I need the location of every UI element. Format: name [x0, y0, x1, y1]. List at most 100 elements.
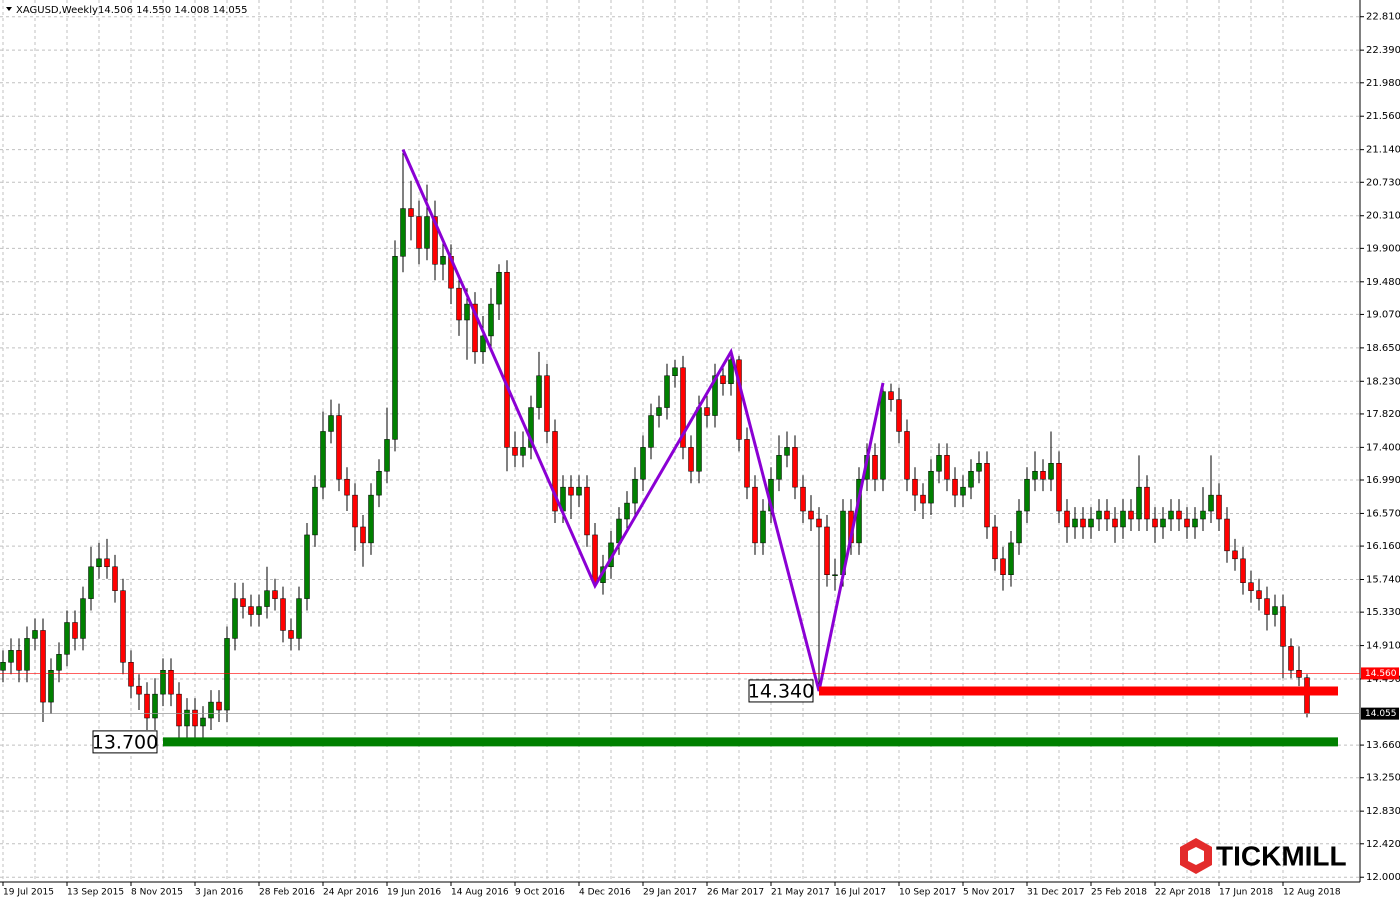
x-tick-label: 13 Sep 2015	[67, 888, 124, 898]
x-tick-label: 19 Jul 2015	[3, 888, 54, 898]
candle-body	[456, 287, 462, 321]
candle-body	[1032, 470, 1038, 480]
candle-body	[0, 662, 6, 671]
x-tick-label: 8 Nov 2015	[131, 888, 183, 898]
candle-body	[1280, 606, 1286, 647]
candle-body	[152, 693, 158, 719]
candle-body	[96, 558, 102, 568]
candle-body	[272, 590, 278, 599]
chart-subtitle: 14.506 14.550 14.008 14.055	[98, 5, 248, 16]
candle-body	[496, 271, 502, 305]
y-tick-label: 18.230	[1366, 376, 1400, 387]
candle-body	[1168, 510, 1174, 520]
candle-body	[432, 216, 438, 265]
candle-body	[832, 574, 838, 576]
candle-body	[808, 510, 814, 520]
x-tick-label: 14 Aug 2016	[451, 888, 509, 898]
candle-body	[1080, 518, 1086, 528]
candle-body	[920, 494, 926, 504]
x-tick-label: 10 Sep 2017	[899, 888, 956, 898]
y-tick-label: 12.830	[1366, 806, 1400, 817]
x-tick-label: 9 Oct 2016	[515, 888, 565, 898]
candle-body	[776, 455, 782, 480]
y-tick-label: 17.400	[1366, 442, 1400, 453]
y-tick-label: 14.910	[1366, 641, 1400, 652]
candle-body	[32, 630, 38, 639]
candle-body	[88, 566, 94, 599]
y-tick-label: 19.070	[1366, 309, 1400, 320]
candle-body	[1072, 518, 1078, 528]
candle-body	[472, 303, 478, 353]
candle-body	[696, 407, 702, 472]
candle-body	[328, 415, 334, 432]
x-tick-label: 21 May 2017	[771, 888, 830, 898]
candle-body	[512, 447, 518, 456]
candle-body	[112, 566, 118, 591]
x-tick-label: 28 Feb 2016	[259, 888, 315, 898]
candle-body	[752, 486, 758, 544]
candle-body	[744, 439, 750, 488]
x-tick-label: 19 Jun 2016	[387, 888, 441, 898]
candle-body	[320, 431, 326, 488]
y-tick-label: 22.810	[1366, 12, 1400, 23]
candle-body	[128, 662, 134, 687]
candle-body	[1256, 590, 1262, 599]
candle-body	[224, 638, 230, 711]
candle-body	[800, 486, 806, 512]
y-tick-label: 13.250	[1366, 773, 1400, 784]
candle-body	[48, 670, 54, 703]
candle-body	[568, 486, 574, 496]
candle-body	[624, 502, 630, 520]
candle-body	[1232, 550, 1238, 560]
y-tick-label: 12.420	[1366, 839, 1400, 850]
candle-body	[680, 367, 686, 448]
candle-body	[184, 709, 190, 727]
candle-body	[248, 606, 254, 615]
candle-body	[376, 470, 382, 496]
candle-body	[784, 447, 790, 456]
candle-body	[176, 693, 182, 727]
candle-body	[904, 431, 910, 480]
candle-body	[208, 701, 214, 719]
candle-body	[688, 447, 694, 472]
x-tick-label: 4 Dec 2016	[579, 888, 631, 898]
candle-body	[1128, 510, 1134, 520]
candle-body	[952, 478, 958, 496]
candle-body	[312, 486, 318, 536]
x-tick-label: 17 Jun 2018	[1219, 888, 1273, 898]
price-label-box	[1361, 707, 1399, 720]
candle-body	[576, 486, 582, 496]
candle-body	[936, 455, 942, 472]
candle-body	[256, 606, 262, 615]
y-tick-label: 16.160	[1366, 541, 1400, 552]
y-tick-label: 14.490	[1366, 674, 1400, 685]
x-tick-label: 26 Mar 2017	[707, 888, 764, 898]
candle-body	[944, 455, 950, 480]
candle-body	[896, 399, 902, 432]
candle-body	[992, 526, 998, 560]
candle-body	[520, 447, 526, 456]
candle-body	[912, 478, 918, 496]
x-tick-label: 22 Apr 2018	[1155, 888, 1211, 898]
y-tick-label: 13.660	[1366, 740, 1400, 751]
x-tick-label: 31 Dec 2017	[1027, 888, 1085, 898]
candle-body	[352, 494, 358, 528]
y-tick-label: 22.390	[1366, 45, 1400, 56]
y-tick-label: 20.730	[1366, 177, 1400, 188]
candle-body	[192, 709, 198, 727]
candle-body	[120, 590, 126, 663]
candle-body	[280, 598, 286, 631]
candle-body	[640, 447, 646, 480]
candle-body	[1016, 510, 1022, 544]
candle-body	[144, 693, 150, 719]
candle-body	[1000, 558, 1006, 575]
candle-body	[1176, 510, 1182, 520]
candle-body	[1264, 598, 1270, 615]
candle-body	[64, 622, 70, 655]
logo-icon-inner	[1188, 847, 1204, 865]
logo: TICKMILL	[1180, 838, 1347, 874]
candle-body	[536, 375, 542, 408]
candle-body	[232, 598, 238, 639]
candle-body	[888, 391, 894, 400]
candle-body	[400, 208, 406, 257]
